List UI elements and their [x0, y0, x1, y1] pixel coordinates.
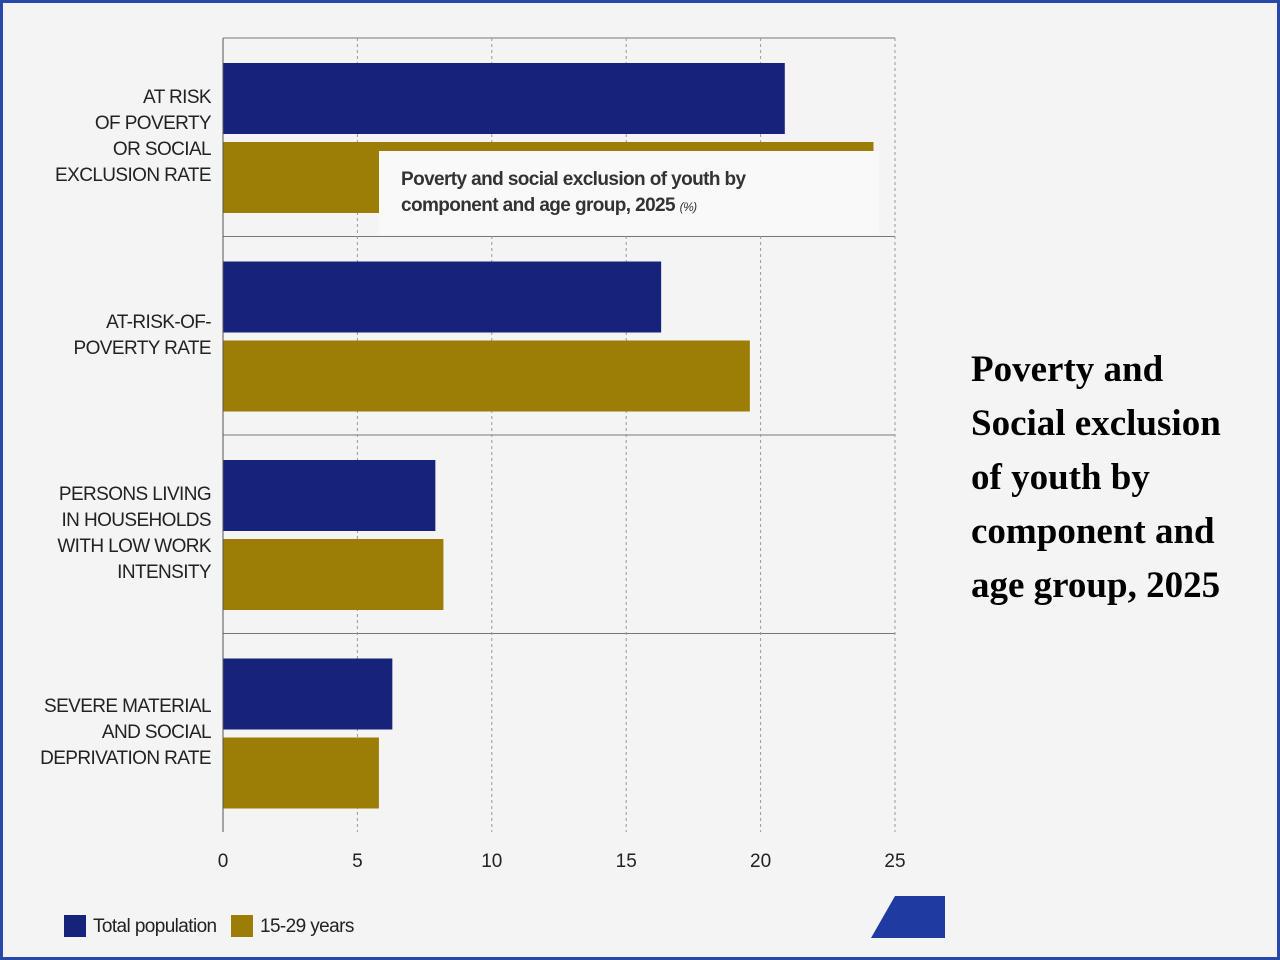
- annotation-text: Poverty and social exclusion of youth by…: [401, 169, 746, 216]
- bar: [223, 460, 436, 531]
- x-tick-label: 0: [218, 851, 229, 872]
- category-label: PERSONS LIVING IN HOUSEHOLDS WITH LOW WO…: [57, 484, 211, 584]
- bar: [223, 340, 750, 412]
- logo: [871, 896, 945, 938]
- x-tick-label: 10: [481, 851, 502, 872]
- x-tick-label: 25: [884, 851, 905, 872]
- x-tick-label: 15: [616, 851, 637, 872]
- unit: (%): [679, 200, 697, 214]
- legend-label: 15-29 years: [260, 916, 354, 937]
- x-tick-label: 20: [750, 851, 771, 872]
- bar: [223, 63, 785, 134]
- category-label: SEVERE MATERIAL AND SOCIAL DEPRIVATION R…: [40, 695, 212, 769]
- bar: [223, 737, 379, 809]
- annotation: Poverty and social exclusion of youth by…: [401, 167, 841, 220]
- legend-swatch: [64, 915, 86, 937]
- bar: [223, 658, 393, 730]
- bar: [223, 539, 444, 610]
- category-label: AT RISK OF POVERTY OR SOCIAL EXCLUSION R…: [55, 87, 212, 187]
- legend-swatch: [231, 915, 253, 937]
- category-label: AT-RISK-OF- POVERTY RATE: [73, 311, 212, 359]
- annotation-box: Poverty and social exclusion of youth by…: [379, 151, 879, 235]
- bar: [223, 261, 662, 333]
- legend-label: Total population: [93, 916, 217, 937]
- x-tick-label: 5: [352, 851, 363, 872]
- side-title: Poverty and Social exclusion of youth by…: [971, 349, 1221, 606]
